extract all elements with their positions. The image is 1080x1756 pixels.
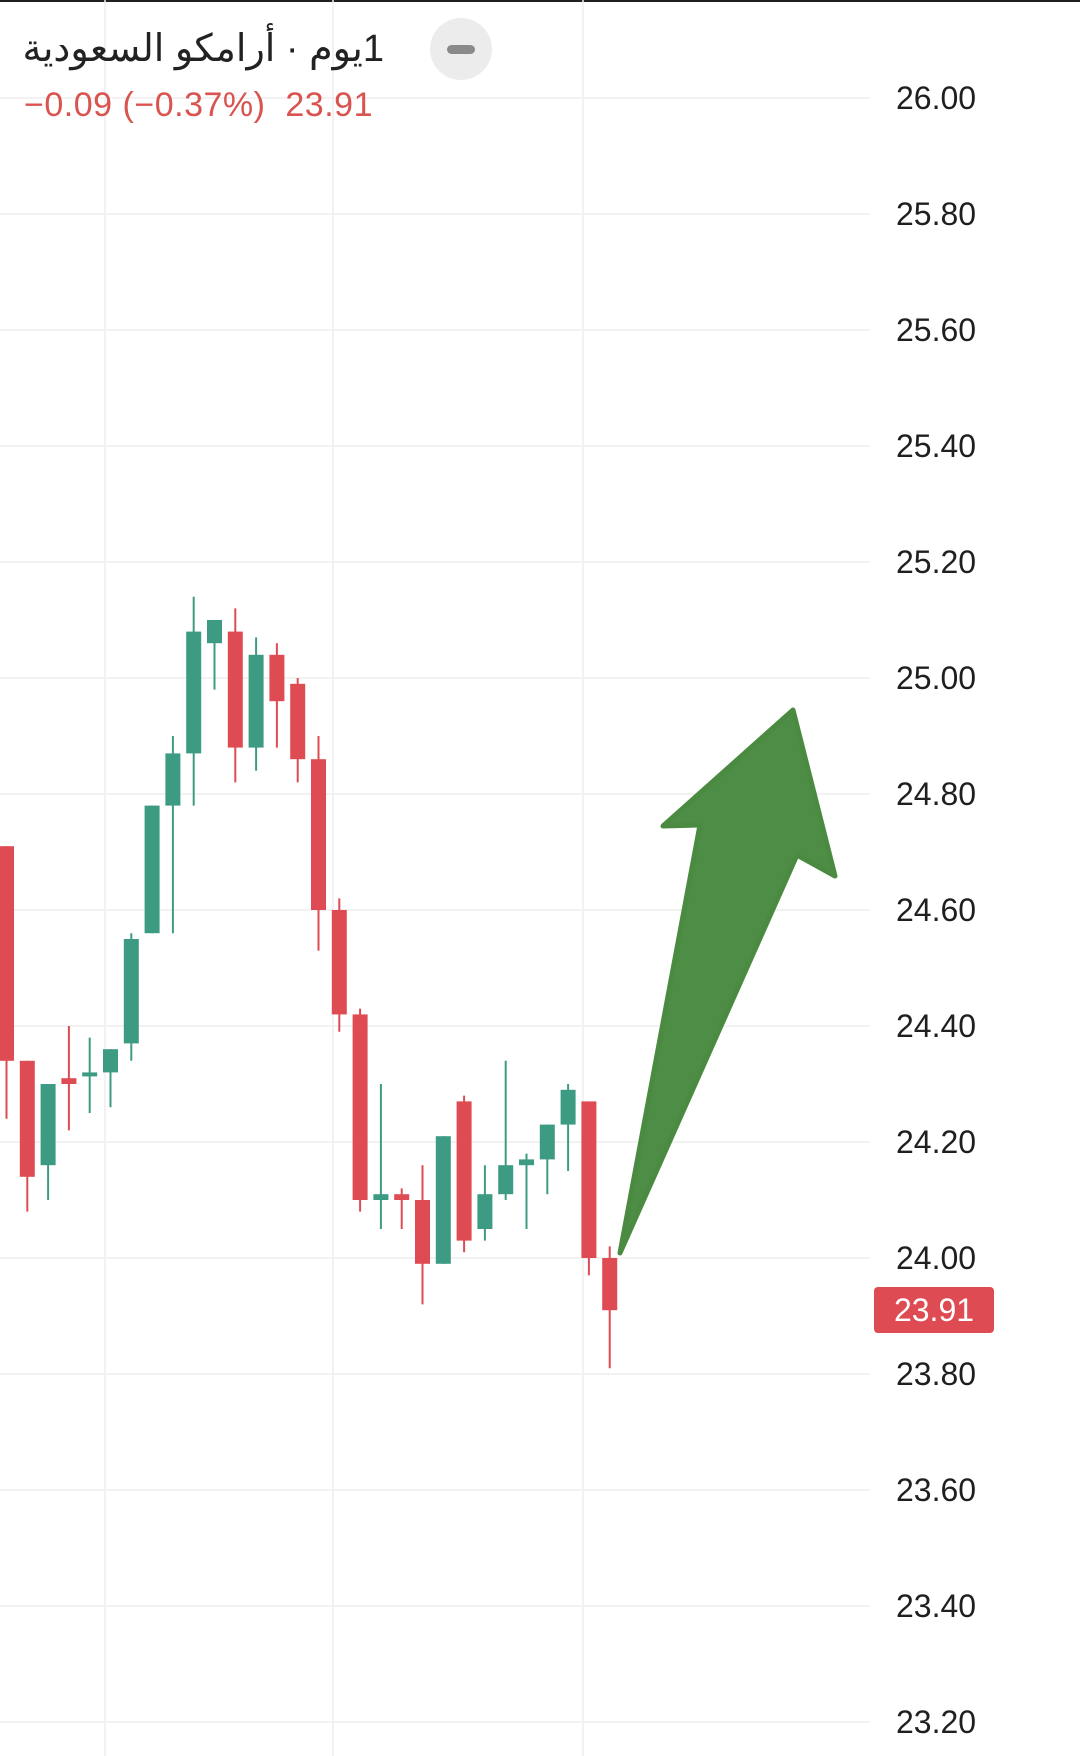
y-tick-label: 25.60 bbox=[896, 312, 976, 348]
y-tick-label: 23.20 bbox=[896, 1704, 976, 1740]
candle-body bbox=[394, 1194, 410, 1200]
y-tick-label: 23.40 bbox=[896, 1588, 976, 1624]
y-tick-label: 25.00 bbox=[896, 660, 976, 696]
candle[interactable] bbox=[207, 620, 222, 690]
candle[interactable] bbox=[498, 1060, 514, 1200]
candle-body bbox=[602, 1258, 618, 1311]
candle[interactable] bbox=[82, 1037, 98, 1113]
candle[interactable] bbox=[581, 1101, 597, 1276]
candle[interactable] bbox=[40, 1084, 56, 1200]
candle-body bbox=[331, 910, 347, 1015]
candle-body bbox=[40, 1084, 56, 1166]
candle[interactable] bbox=[19, 1060, 35, 1212]
candle[interactable] bbox=[394, 1188, 410, 1229]
candle[interactable] bbox=[539, 1124, 555, 1195]
candle-body bbox=[373, 1194, 389, 1200]
candle-body bbox=[19, 1060, 35, 1177]
y-tick-label: 26.00 bbox=[896, 80, 976, 116]
candle[interactable] bbox=[435, 1136, 451, 1264]
candle[interactable] bbox=[477, 1165, 493, 1241]
candle-body bbox=[415, 1200, 430, 1264]
candle[interactable] bbox=[248, 637, 264, 771]
candle-body bbox=[103, 1049, 118, 1073]
candle[interactable] bbox=[61, 1026, 77, 1131]
candle[interactable] bbox=[123, 933, 139, 1061]
candle[interactable] bbox=[144, 805, 160, 934]
candles bbox=[0, 596, 618, 1369]
y-tick-label: 25.80 bbox=[896, 196, 976, 232]
candle-body bbox=[144, 805, 160, 934]
candle-body bbox=[456, 1101, 472, 1241]
y-tick-label: 24.40 bbox=[896, 1008, 976, 1044]
candle-body bbox=[539, 1124, 555, 1160]
minus-icon bbox=[447, 45, 475, 54]
candle-body bbox=[498, 1165, 514, 1195]
candle-body bbox=[435, 1136, 451, 1264]
last-price-tag: 23.91 bbox=[874, 1287, 994, 1334]
candle[interactable] bbox=[311, 736, 326, 951]
y-tick-label: 24.00 bbox=[896, 1240, 976, 1276]
candle[interactable] bbox=[352, 1008, 368, 1212]
change-percent: (−0.37%) bbox=[122, 86, 266, 124]
candle[interactable] bbox=[602, 1246, 618, 1369]
candle-body bbox=[186, 631, 202, 754]
candle-body bbox=[290, 683, 306, 760]
candle[interactable] bbox=[290, 678, 306, 783]
candle-body bbox=[581, 1101, 597, 1258]
candle-body bbox=[519, 1159, 534, 1166]
top-border bbox=[0, 0, 1080, 2]
candle[interactable] bbox=[560, 1084, 576, 1171]
collapse-button[interactable] bbox=[430, 18, 492, 80]
candle[interactable] bbox=[415, 1165, 430, 1305]
candle-body bbox=[477, 1194, 493, 1229]
candle[interactable] bbox=[373, 1084, 389, 1229]
candle-body bbox=[82, 1072, 98, 1077]
candle-body bbox=[123, 939, 139, 1044]
y-tick-label: 23.60 bbox=[896, 1472, 976, 1508]
symbol-title: 1يوم · أرامكو السعودية bbox=[22, 28, 384, 70]
candle[interactable] bbox=[331, 898, 347, 1032]
y-tick-label: 24.20 bbox=[896, 1124, 976, 1160]
candle[interactable] bbox=[227, 608, 243, 783]
candle-body bbox=[560, 1089, 576, 1125]
candle-body bbox=[269, 654, 285, 702]
candle-body bbox=[352, 1014, 368, 1200]
candle-body bbox=[207, 620, 222, 644]
quote-line: −0.09 (−0.37%) 23.91 bbox=[24, 86, 383, 125]
candle[interactable] bbox=[186, 596, 202, 806]
y-axis: 26.00 25.80 25.60 25.40 25.20 25.00 24.80 24.60… bbox=[896, 80, 976, 1740]
candle[interactable] bbox=[165, 736, 181, 934]
y-tick-label: 24.80 bbox=[896, 776, 976, 812]
change-value: −0.09 bbox=[24, 86, 113, 124]
candle-body bbox=[61, 1078, 77, 1084]
candle[interactable] bbox=[519, 1153, 534, 1229]
y-tick-label: 25.20 bbox=[896, 544, 976, 580]
y-tick-label: 25.40 bbox=[896, 428, 976, 464]
candle-body bbox=[0, 846, 14, 1061]
candle[interactable] bbox=[0, 846, 14, 1119]
candle[interactable] bbox=[103, 1049, 118, 1108]
candle-body bbox=[311, 759, 326, 910]
trend-arrow-icon bbox=[617, 707, 838, 1256]
candle-body bbox=[165, 753, 181, 806]
y-tick-label: 23.80 bbox=[896, 1356, 976, 1392]
candle[interactable] bbox=[456, 1095, 472, 1253]
y-tick-label: 24.60 bbox=[896, 892, 976, 928]
candle[interactable] bbox=[269, 643, 285, 748]
candle-body bbox=[227, 631, 243, 748]
last-price: 23.91 bbox=[285, 86, 373, 124]
candle-body bbox=[248, 654, 264, 748]
